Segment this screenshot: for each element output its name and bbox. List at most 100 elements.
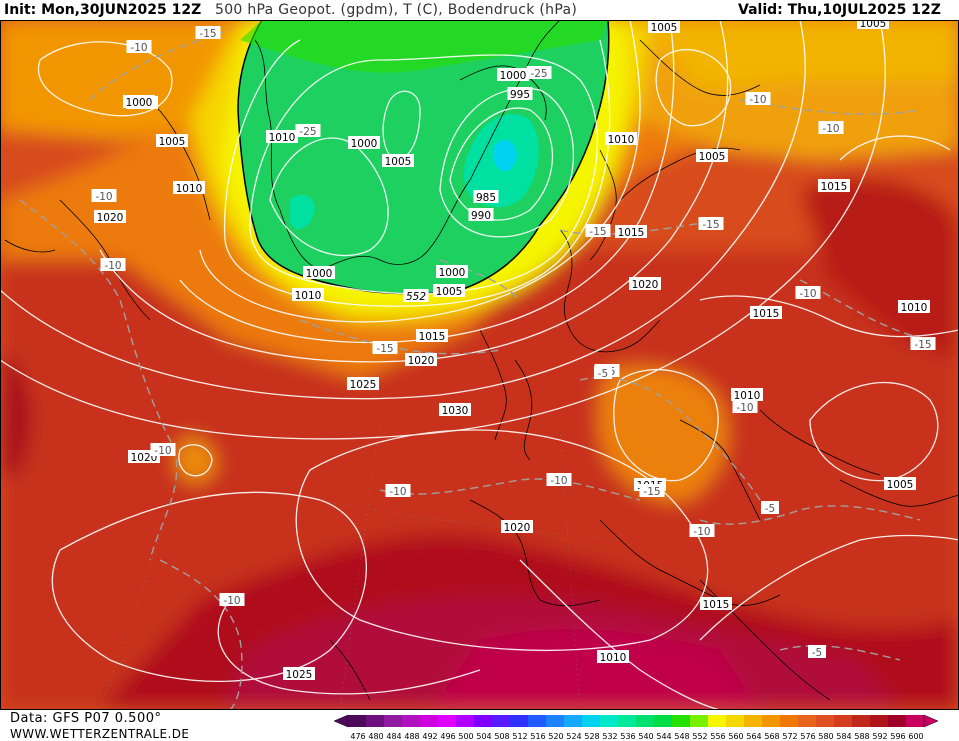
temperature-label: -10	[732, 400, 758, 414]
pressure-label: 1020	[629, 277, 661, 291]
scale-tick-label: 592	[872, 732, 888, 741]
svg-text:990: 990	[471, 210, 491, 222]
scale-swatch	[672, 715, 690, 727]
svg-text:-5: -5	[765, 503, 775, 515]
svg-text:-10: -10	[736, 402, 753, 414]
scale-swatch	[888, 715, 906, 727]
scale-swatch	[510, 715, 528, 727]
scale-swatch	[492, 715, 510, 727]
svg-text:1015: 1015	[821, 181, 848, 193]
temperature-label: -15	[195, 26, 221, 40]
scale-swatch	[870, 715, 888, 727]
svg-text:1005: 1005	[436, 286, 463, 298]
pressure-label: 1000	[497, 68, 529, 82]
scale-tick-label: 528	[584, 732, 600, 741]
pressure-label: 985	[473, 190, 499, 204]
svg-text:-10: -10	[95, 191, 112, 203]
pressure-label: 1010	[292, 288, 324, 302]
temperature-label: -10	[126, 40, 152, 54]
scale-tick-label: 588	[854, 732, 870, 741]
svg-text:1000: 1000	[306, 268, 333, 280]
svg-text:-10: -10	[223, 595, 240, 607]
svg-text:1020: 1020	[408, 355, 435, 367]
scale-swatch	[348, 715, 366, 727]
svg-text:-10: -10	[693, 526, 710, 538]
scale-tick-label: 516	[530, 732, 546, 741]
pressure-label: 1010	[731, 388, 763, 402]
pressure-label: 1030	[439, 403, 471, 417]
scale-tick-label: 476	[350, 732, 366, 741]
svg-text:-15: -15	[589, 226, 606, 238]
scale-tick-label: 600	[908, 732, 924, 741]
parameter-title: 500 hPa Geopot. (gpdm), T (C), Bodendruc…	[215, 2, 578, 18]
scale-swatch	[456, 715, 474, 727]
scale-tick-label: 580	[818, 732, 834, 741]
svg-text:1015: 1015	[703, 599, 730, 611]
pressure-label: 1025	[347, 377, 379, 391]
scale-tick-label: 552	[692, 732, 708, 741]
data-source: Data: GFS P07 0.500°	[10, 711, 162, 726]
svg-text:1020: 1020	[97, 212, 124, 224]
scale-tick-label: 564	[746, 732, 762, 741]
pressure-label: 1010	[173, 181, 205, 195]
scale-swatch	[384, 715, 402, 727]
svg-text:-15: -15	[702, 219, 719, 231]
pressure-label: 1015	[615, 225, 647, 239]
website-credit: WWW.WETTERZENTRALE.DE	[10, 727, 190, 741]
pressure-label: 1015	[818, 179, 850, 193]
svg-text:1010: 1010	[176, 183, 203, 195]
scale-swatch	[420, 715, 438, 727]
svg-text:1010: 1010	[295, 290, 322, 302]
svg-text:1000: 1000	[351, 138, 378, 150]
scale-swatch	[834, 715, 852, 727]
scale-tick-label: 568	[764, 732, 780, 741]
svg-text:1005: 1005	[860, 20, 887, 30]
svg-text:1020: 1020	[504, 522, 531, 534]
svg-text:-10: -10	[389, 486, 406, 498]
svg-text:1010: 1010	[734, 390, 761, 402]
svg-text:1015: 1015	[618, 227, 645, 239]
temperature-label: -15	[910, 337, 936, 351]
svg-text:1030: 1030	[442, 405, 469, 417]
temperature-label: -5	[808, 645, 826, 659]
svg-text:552: 552	[406, 291, 426, 303]
scale-tick-label: 576	[800, 732, 816, 741]
pressure-label: 1005	[648, 20, 680, 34]
temperature-label: -25	[526, 66, 552, 80]
scale-swatch	[600, 715, 618, 727]
geopotential-label: 552	[403, 289, 429, 303]
pressure-label: 1005	[382, 154, 414, 168]
color-scale-legend: 476 480 484 488 492 496 500 504 508 512 516 520 524 5…	[333, 713, 959, 741]
map-footer: Data: GFS P07 0.500° WWW.WETTERZENTRALE.…	[0, 710, 959, 741]
temperature-label: -15	[372, 341, 398, 355]
scale-swatch	[474, 715, 492, 727]
scale-tick-label: 556	[710, 732, 726, 741]
scale-tick-label: 536	[620, 732, 636, 741]
scale-swatch	[798, 715, 816, 727]
scale-swatch	[564, 715, 582, 727]
scale-swatch	[744, 715, 762, 727]
svg-text:1000: 1000	[500, 70, 527, 82]
pressure-label: 1005	[156, 134, 188, 148]
valid-time: Valid: Thu,10JUL2025 12Z	[738, 2, 941, 18]
temperature-label: -10	[689, 524, 715, 538]
pressure-label: 1015	[750, 306, 782, 320]
scale-tick-label: 492	[422, 732, 438, 741]
pressure-label: 1025	[283, 667, 315, 681]
svg-text:1000: 1000	[126, 97, 153, 109]
scale-tick-label: 504	[476, 732, 492, 741]
scale-tick-label: 584	[836, 732, 852, 741]
scale-swatch	[852, 715, 870, 727]
svg-text:-5: -5	[812, 647, 822, 659]
pressure-label: 990	[468, 208, 494, 222]
scale-tick-label: 484	[386, 732, 402, 741]
pressure-label: 1000	[123, 95, 155, 109]
svg-text:-10: -10	[154, 445, 171, 457]
svg-text:-25: -25	[530, 68, 547, 80]
scale-swatch	[654, 715, 672, 727]
geopotential-label-layer: 552	[403, 289, 429, 303]
svg-text:1025: 1025	[286, 669, 313, 681]
pressure-label: 1010	[898, 300, 930, 314]
scale-swatch	[618, 715, 636, 727]
pressure-label: 1010	[597, 650, 629, 664]
